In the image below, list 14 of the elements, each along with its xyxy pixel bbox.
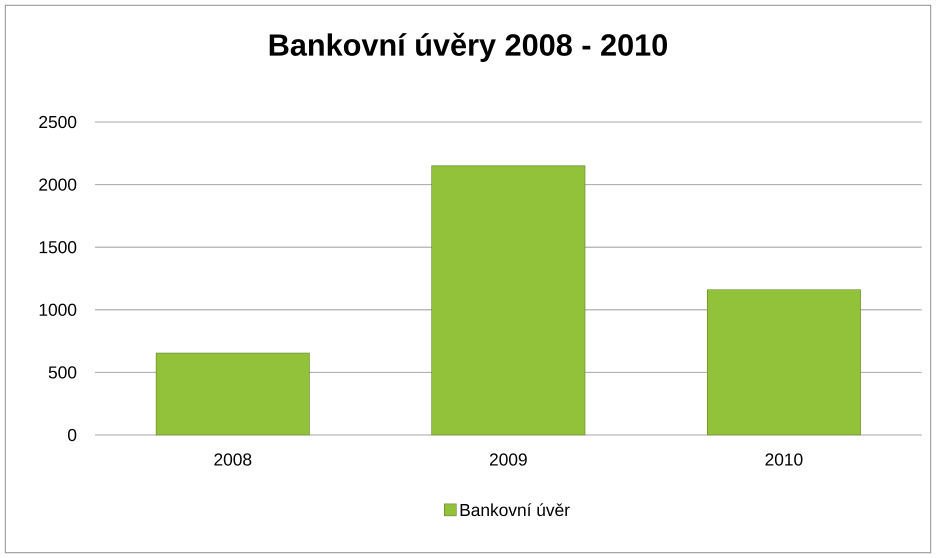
x-tick-label: 2010 xyxy=(765,453,802,466)
chart-title: Bankovní úvěry 2008 - 2010 xyxy=(270,32,667,62)
y-tick-label: 1000 xyxy=(40,304,76,316)
y-tick-label: 0 xyxy=(68,428,76,442)
bar xyxy=(431,166,586,436)
bar xyxy=(706,290,861,436)
y-tick-label: 1500 xyxy=(40,241,76,254)
y-tick-label: 2500 xyxy=(39,116,76,128)
x-tick-label: 2008 xyxy=(214,453,252,466)
x-tick-label: 2009 xyxy=(490,453,527,466)
y-tick-label: 500 xyxy=(48,366,76,379)
legend-label: Bankovní úvěr xyxy=(460,503,570,516)
bar xyxy=(156,352,310,436)
y-tick-label: 2000 xyxy=(39,178,76,191)
